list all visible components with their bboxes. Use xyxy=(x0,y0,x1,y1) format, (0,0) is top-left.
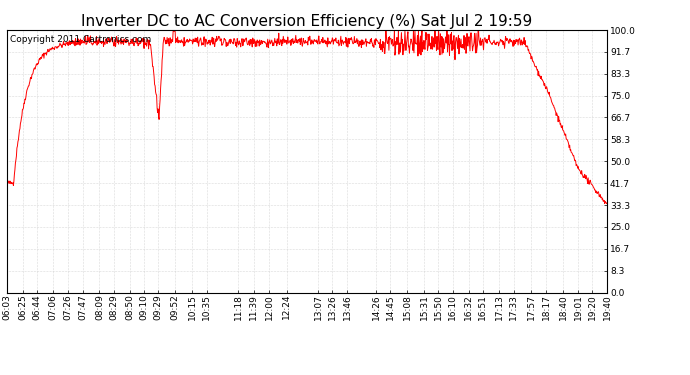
Text: Copyright 2011 Cartronics.com: Copyright 2011 Cartronics.com xyxy=(10,35,151,44)
Title: Inverter DC to AC Conversion Efficiency (%) Sat Jul 2 19:59: Inverter DC to AC Conversion Efficiency … xyxy=(81,14,533,29)
